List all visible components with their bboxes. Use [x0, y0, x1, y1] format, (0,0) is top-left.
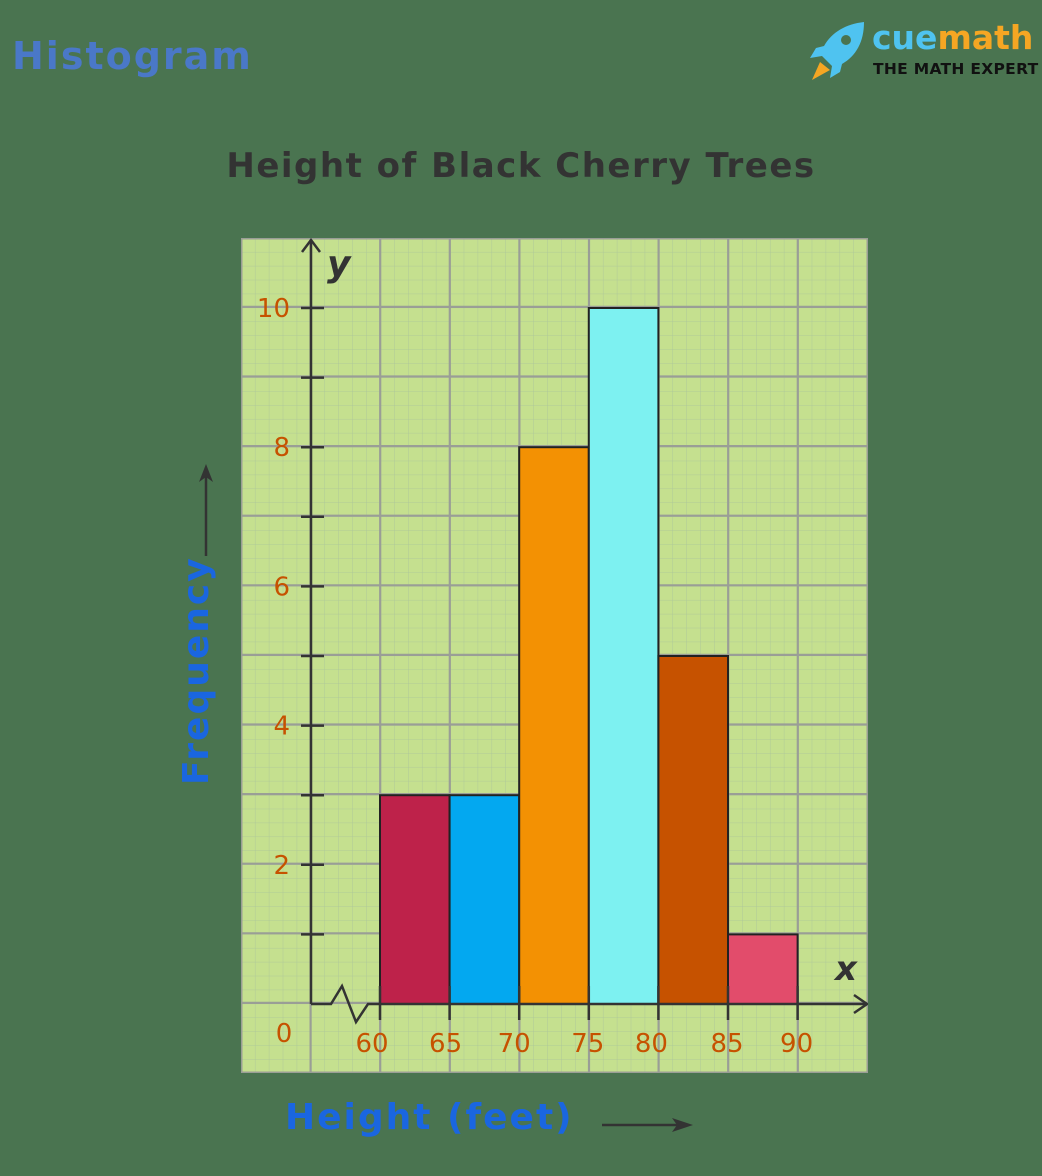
x-tick-label: 70 [498, 1029, 531, 1059]
y-axis-title: Frequency [176, 556, 217, 785]
axis-ticks [301, 306, 799, 1020]
y-tick-label: 6 [273, 572, 290, 602]
histogram-bar-80-85 [657, 655, 729, 1005]
y-tick-label: 4 [273, 712, 290, 742]
histogram-plot: 2 4 6 8 10 60 65 70 75 80 85 90 0 y x [241, 238, 868, 1073]
x-tick-label: 65 [429, 1029, 462, 1059]
y-axis-title-arrow-icon [199, 464, 213, 556]
x-tick-label: 60 [355, 1029, 388, 1059]
histogram-bar-60-65 [379, 794, 451, 1006]
x-tick-label: 80 [635, 1029, 668, 1059]
origin-label: 0 [276, 1019, 293, 1049]
x-axis-symbol: x [833, 949, 858, 989]
histogram-bar-65-70 [448, 794, 521, 1006]
y-axis-symbol: y [327, 244, 352, 285]
axes [301, 238, 868, 1025]
page-tag: Histogram [12, 34, 253, 78]
chart-title: Height of Black Cherry Trees [226, 146, 816, 186]
x-axis-title: Height (feet) [285, 1097, 574, 1138]
tick-labels: 2 4 6 8 10 60 65 70 75 80 85 90 0 [257, 294, 813, 1059]
x-tick-label: 75 [571, 1029, 604, 1059]
y-tick-label: 2 [273, 851, 290, 881]
x-axis-title-arrow-icon [602, 1118, 693, 1132]
y-tick-label: 8 [273, 433, 290, 463]
cuemath-logo: cuemath THE MATH EXPERT [806, 18, 1042, 84]
histogram-bar-75-80 [587, 307, 660, 1005]
x-tick-label: 85 [710, 1029, 743, 1059]
y-tick-label: 10 [257, 294, 290, 324]
x-tick-label: 90 [780, 1029, 813, 1059]
rocket-icon [810, 22, 864, 80]
brand-tagline: THE MATH EXPERT [873, 60, 1039, 78]
histogram-bar-70-75 [518, 446, 590, 1005]
histogram-bar-85-90 [727, 933, 799, 1006]
brand-name: cuemath [872, 18, 1034, 57]
